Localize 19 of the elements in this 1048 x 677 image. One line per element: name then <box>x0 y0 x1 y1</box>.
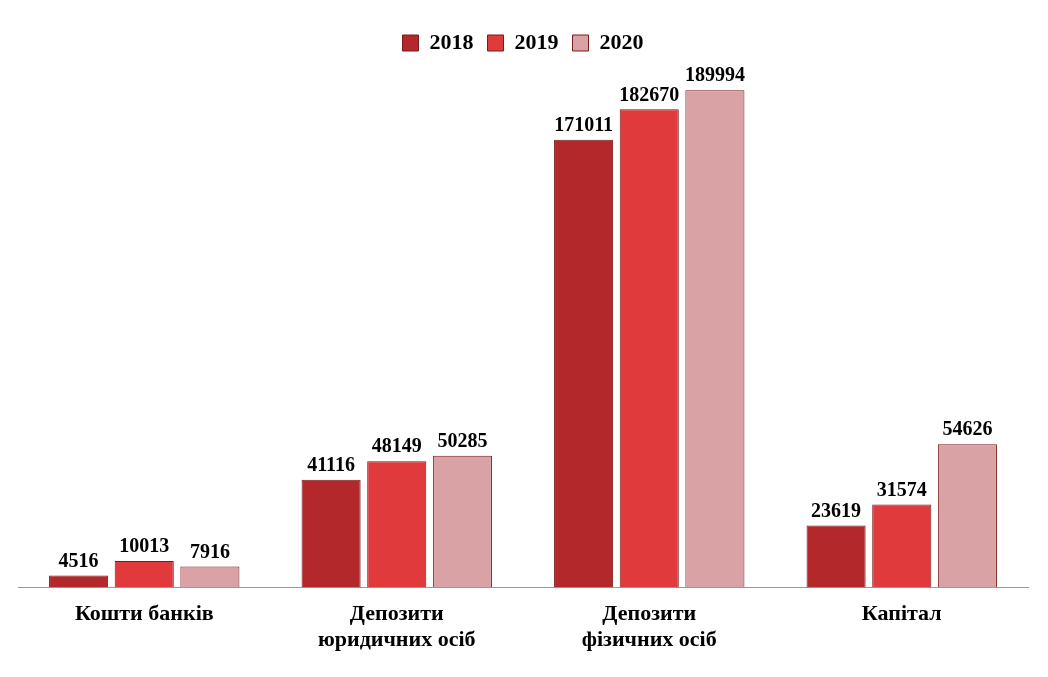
data-label: 7916 <box>189 539 230 562</box>
data-label: 31574 <box>876 477 927 500</box>
data-label: 23619 <box>811 498 862 521</box>
x-tick-label: Депозити фізичних осіб <box>581 600 717 652</box>
data-label: 189994 <box>684 63 745 86</box>
data-label: 54626 <box>942 417 993 440</box>
data-label: 10013 <box>119 534 170 557</box>
data-label: 50285 <box>437 428 488 451</box>
x-tick-label: Депозити юридичних осіб <box>317 600 476 652</box>
data-label: 48149 <box>371 434 422 457</box>
data-label: 171011 <box>554 113 614 136</box>
legend-label: 2018 <box>429 28 474 54</box>
x-tick-label: Капітал <box>861 600 942 626</box>
legend-label: 2019 <box>514 28 559 54</box>
data-label: 4516 <box>58 548 99 571</box>
x-tick-label: Кошти банків <box>74 600 214 626</box>
legend-label: 2020 <box>599 28 644 54</box>
data-label: 182670 <box>619 82 680 105</box>
data-label: 41116 <box>307 452 355 475</box>
